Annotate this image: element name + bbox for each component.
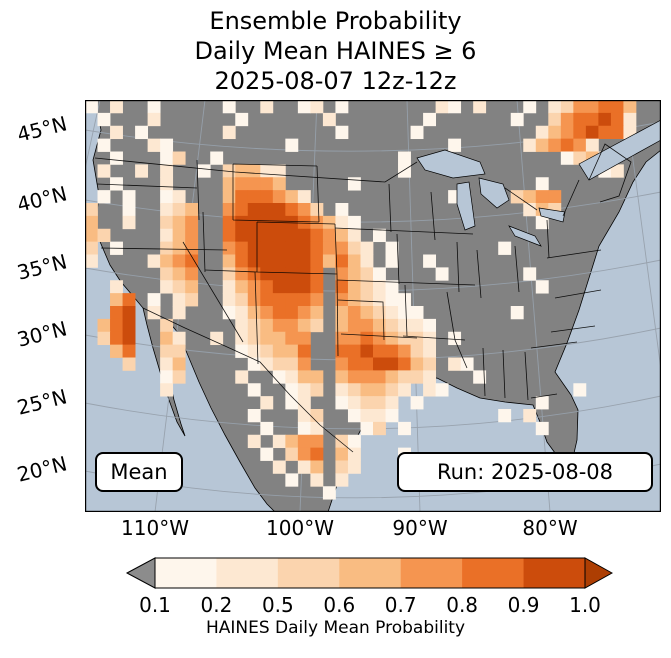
run-date-label: Run: 2025-08-08 <box>436 460 614 484</box>
colorbar-tick-label: 0.8 <box>446 593 478 617</box>
colorbar-outline <box>154 557 586 589</box>
lat-label: 25°N <box>14 384 70 420</box>
colorbar-title: HAINES Daily Mean Probability <box>205 618 466 638</box>
lat-label: 40°N <box>14 181 70 217</box>
map-panel: Mean Run: 2025-08-08 <box>85 100 661 512</box>
lat-label: 20°N <box>14 451 70 487</box>
lat-label: 45°N <box>14 111 70 147</box>
lon-label: 110°W <box>121 516 189 540</box>
colorbar-tick-label: 0.6 <box>323 593 355 617</box>
lon-label: 80°W <box>522 516 578 540</box>
colorbar-tick-label: 0.7 <box>385 593 417 617</box>
mean-box-label: Mean <box>110 460 168 484</box>
run-date-box: Run: 2025-08-08 <box>397 452 653 492</box>
st-lawrence-water <box>578 119 661 181</box>
colorbar-tick-label: 1.0 <box>569 593 601 617</box>
title-line-2: Daily Mean HAINES ≥ 6 <box>194 37 477 65</box>
colorbar-tick-label: 0.5 <box>262 593 294 617</box>
colorbar-tick-label: 0.2 <box>201 593 233 617</box>
lon-label: 100°W <box>266 516 334 540</box>
lon-label: 90°W <box>392 516 448 540</box>
lat-label: 30°N <box>14 316 70 352</box>
map-frame <box>85 100 661 512</box>
great-lakes <box>416 119 661 247</box>
lat-label: 35°N <box>14 249 70 285</box>
figure-title: Ensemble Probability Daily Mean HAINES ≥… <box>0 6 671 96</box>
colorbar-tick-label: 0.1 <box>139 593 171 617</box>
colorbar-tick-labels: 0.1 0.2 0.5 0.6 0.7 0.8 0.9 1.0 <box>139 593 601 617</box>
colorbar: 0.1 0.2 0.5 0.6 0.7 0.8 0.9 1.0 <box>125 557 614 617</box>
probability-heatmap-cells <box>85 100 637 500</box>
state-country-borders <box>94 143 632 453</box>
title-line-3: 2025-08-07 12z-12z <box>214 67 457 95</box>
colorbar-over-arrow <box>584 557 614 589</box>
colorbar-tick-label: 0.9 <box>508 593 540 617</box>
colorbar-segments <box>155 558 586 588</box>
colorbar-under-arrow <box>125 557 156 589</box>
title-line-1: Ensemble Probability <box>209 7 462 35</box>
mean-box: Mean <box>95 452 183 492</box>
map-canvas <box>85 100 661 512</box>
